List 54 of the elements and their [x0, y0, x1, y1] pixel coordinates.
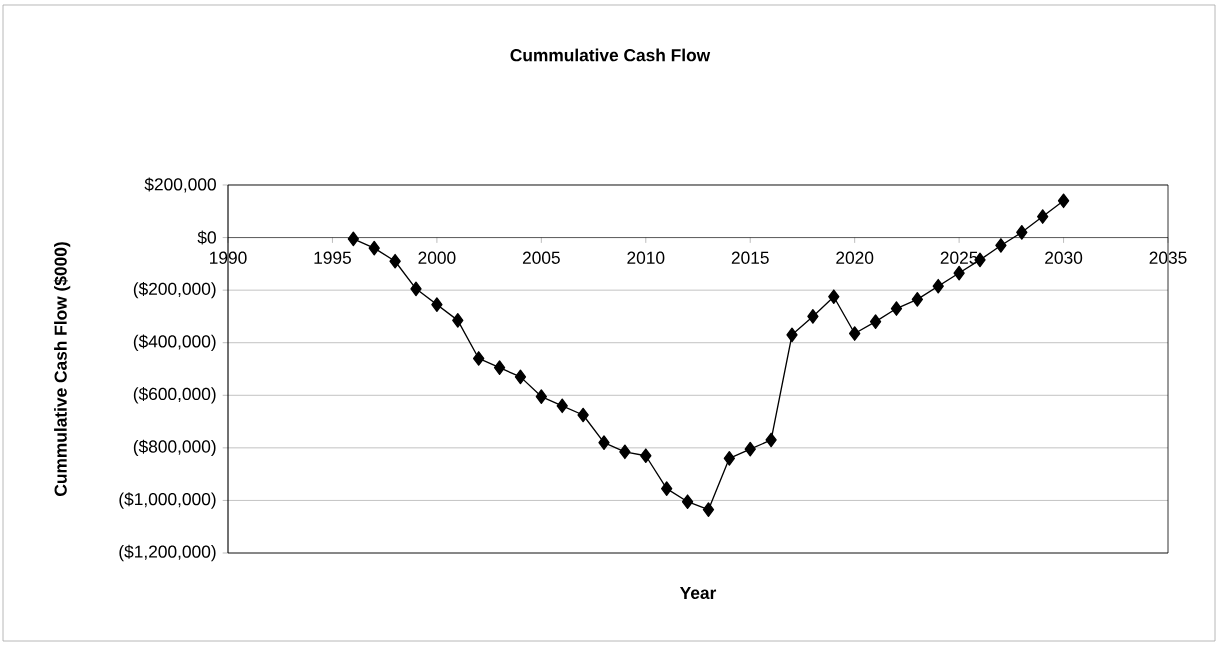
point — [1057, 193, 1070, 209]
y-tick-label: $0 — [197, 230, 216, 245]
point — [368, 240, 380, 256]
y-tick-label: ($1,000,000) — [119, 492, 216, 509]
point — [619, 444, 631, 460]
x-tick-label: 2015 — [731, 251, 769, 264]
point — [598, 435, 610, 450]
point — [953, 265, 965, 281]
y-tick-label: ($1,200,000) — [119, 544, 216, 562]
point — [452, 313, 464, 328]
x-tick-label: 2035 — [1149, 251, 1187, 264]
point — [577, 407, 589, 423]
y-tick-label: ($800,000) — [133, 439, 216, 457]
point — [681, 494, 694, 510]
point — [995, 238, 1007, 253]
point — [493, 360, 506, 376]
point — [661, 481, 673, 496]
point — [786, 327, 798, 343]
x-tick-label: 2030 — [1045, 251, 1083, 264]
x-tick-label: 2020 — [836, 251, 874, 264]
y-tick-label: ($600,000) — [133, 387, 216, 404]
point — [911, 292, 924, 307]
point — [431, 297, 443, 312]
x-axis-title: Year — [679, 586, 717, 600]
point — [389, 253, 401, 269]
y-tick-label: $200,000 — [144, 177, 216, 193]
point — [849, 326, 861, 341]
x-tick-label: 2010 — [627, 251, 665, 264]
point — [744, 441, 756, 457]
x-tick-label: 2005 — [522, 251, 560, 264]
point — [556, 398, 568, 414]
point — [932, 278, 944, 294]
point — [807, 309, 819, 324]
point — [869, 314, 882, 330]
point — [765, 432, 777, 448]
x-tick-label: 2025 — [940, 251, 978, 264]
point — [1016, 224, 1028, 240]
x-tick-label: 2000 — [418, 251, 456, 264]
point — [410, 281, 422, 297]
y-axis-title: Cummulative Cash Flow ($000) — [53, 242, 71, 496]
point — [702, 502, 715, 517]
y-tick-label: ($400,000) — [133, 334, 216, 351]
y-tick-label: ($200,000) — [133, 281, 216, 299]
point — [890, 301, 903, 316]
point — [514, 369, 527, 385]
point — [535, 389, 548, 404]
point — [1037, 209, 1049, 224]
point — [473, 351, 485, 366]
chart-title: Cummulative Cash Flow — [510, 48, 711, 62]
x-tick-label: 1995 — [314, 251, 351, 264]
point — [347, 231, 360, 247]
point — [640, 448, 652, 464]
point — [828, 289, 840, 305]
point — [723, 451, 736, 466]
